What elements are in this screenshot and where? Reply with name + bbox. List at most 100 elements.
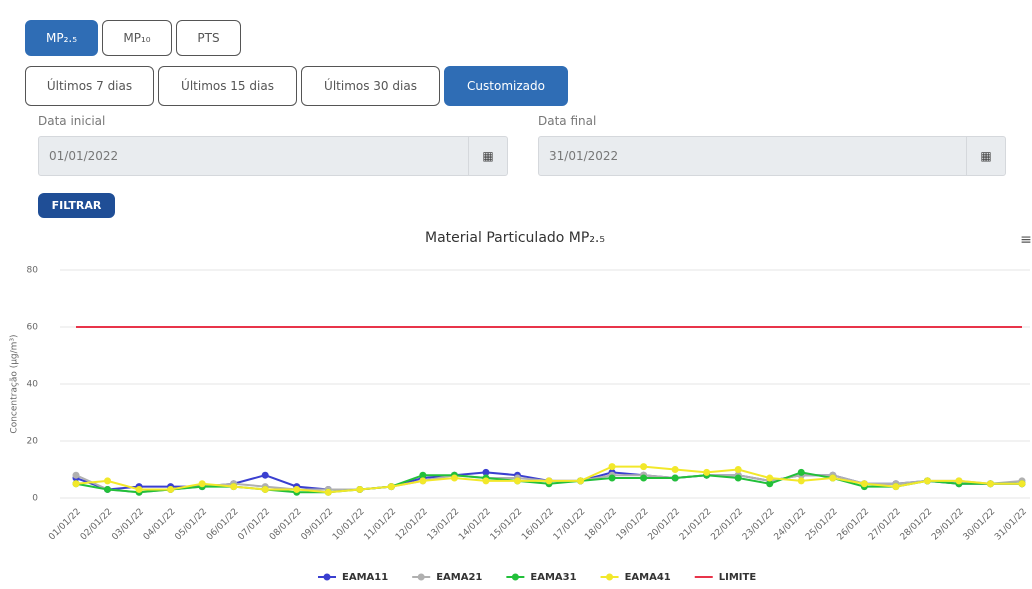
point <box>923 477 931 485</box>
legend-marker <box>323 573 331 581</box>
pollutant-button[interactable]: PTS <box>176 20 241 56</box>
point <box>419 477 427 485</box>
point <box>230 483 238 491</box>
point <box>261 485 269 493</box>
legend-label: EAMA41 <box>625 572 671 583</box>
x-tick-label: 28/01/22 <box>899 507 935 543</box>
point <box>482 477 490 485</box>
x-tick-label: 06/01/22 <box>205 507 241 543</box>
x-tick-label: 07/01/22 <box>236 507 272 543</box>
point <box>72 480 80 488</box>
point <box>608 474 616 482</box>
point <box>671 474 679 482</box>
calendar-icon[interactable]: ▦ <box>468 137 507 175</box>
point <box>198 480 206 488</box>
x-tick-label: 25/01/22 <box>804 507 840 543</box>
legend-label: EAMA11 <box>342 572 388 583</box>
start-value: 01/01/2022 <box>49 149 119 163</box>
x-tick-label: 22/01/22 <box>709 507 745 543</box>
legend-label: LIMITE <box>719 572 757 583</box>
legend-marker <box>511 573 519 581</box>
x-tick-label: 16/01/22 <box>520 507 556 543</box>
point <box>419 471 427 479</box>
x-tick-label: 14/01/22 <box>457 507 493 543</box>
point <box>608 463 616 471</box>
point <box>135 485 143 493</box>
end-label: Data final <box>538 114 597 128</box>
x-tick-label: 24/01/22 <box>773 507 809 543</box>
x-tick-label: 01/01/22 <box>47 507 83 543</box>
point <box>104 485 112 493</box>
y-tick-label: 0 <box>32 494 38 504</box>
x-tick-label: 08/01/22 <box>268 507 304 543</box>
x-tick-label: 26/01/22 <box>836 507 872 543</box>
point <box>766 474 774 482</box>
point <box>829 474 837 482</box>
point <box>387 483 395 491</box>
x-tick-label: 15/01/22 <box>489 507 525 543</box>
pollutant-button[interactable]: MP₂.₅ <box>25 20 98 56</box>
x-tick-label: 04/01/22 <box>142 507 178 543</box>
point <box>892 483 900 491</box>
legend-marker <box>606 573 614 581</box>
y-tick-label: 20 <box>27 437 39 447</box>
legend-label: EAMA21 <box>436 572 482 583</box>
point <box>104 477 112 485</box>
point <box>671 466 679 473</box>
x-tick-label: 12/01/22 <box>394 507 430 543</box>
point <box>356 485 364 493</box>
x-tick-label: 10/01/22 <box>331 507 367 543</box>
x-tick-label: 21/01/22 <box>678 507 714 543</box>
point <box>703 468 711 476</box>
point <box>324 488 332 496</box>
period-button[interactable]: Últimos 30 dias <box>301 66 440 106</box>
period-button[interactable]: Últimos 15 dias <box>158 66 297 106</box>
filter-button[interactable]: FILTRAR <box>38 193 115 218</box>
point <box>797 477 805 485</box>
point <box>955 477 963 485</box>
x-tick-label: 05/01/22 <box>173 507 209 543</box>
point <box>577 477 585 485</box>
point <box>797 468 805 476</box>
point <box>545 477 553 485</box>
x-tick-label: 29/01/22 <box>930 507 966 543</box>
y-axis-label: Concentração (µg/m³) <box>10 334 20 433</box>
point <box>766 480 774 488</box>
point <box>1018 480 1026 488</box>
x-tick-label: 23/01/22 <box>741 507 777 543</box>
x-tick-label: 11/01/22 <box>363 507 399 543</box>
point <box>640 474 648 482</box>
point <box>482 468 490 476</box>
calendar-icon[interactable]: ▦ <box>966 137 1005 175</box>
x-tick-label: 30/01/22 <box>962 507 998 543</box>
period-button[interactable]: Customizado <box>444 66 568 106</box>
point <box>513 477 521 485</box>
x-tick-label: 13/01/22 <box>426 507 462 543</box>
pollutant-button[interactable]: MP₁₀ <box>102 20 172 56</box>
x-tick-label: 31/01/22 <box>993 507 1029 543</box>
x-tick-label: 03/01/22 <box>110 507 146 543</box>
menu-icon[interactable]: ≡ <box>1020 232 1032 248</box>
point <box>72 471 80 479</box>
y-tick-label: 40 <box>27 380 39 390</box>
point <box>450 474 458 482</box>
y-tick-label: 80 <box>27 266 39 276</box>
start-label: Data inicial <box>38 114 106 128</box>
point <box>640 463 648 471</box>
x-tick-label: 19/01/22 <box>615 507 651 543</box>
start-input[interactable]: 01/01/2022 ▦ <box>38 136 508 176</box>
x-tick-label: 20/01/22 <box>646 507 682 543</box>
point <box>167 485 175 493</box>
point <box>293 485 301 493</box>
legend-label: EAMA31 <box>530 572 576 583</box>
x-tick-label: 02/01/22 <box>79 507 115 543</box>
point <box>261 471 269 479</box>
chart-title: Material Particulado MP₂.₅ <box>425 230 605 246</box>
legend-marker <box>417 573 425 581</box>
x-tick-label: 27/01/22 <box>867 507 903 543</box>
end-input[interactable]: 31/01/2022 ▦ <box>538 136 1006 176</box>
period-button[interactable]: Últimos 7 dias <box>25 66 154 106</box>
point <box>734 466 742 473</box>
